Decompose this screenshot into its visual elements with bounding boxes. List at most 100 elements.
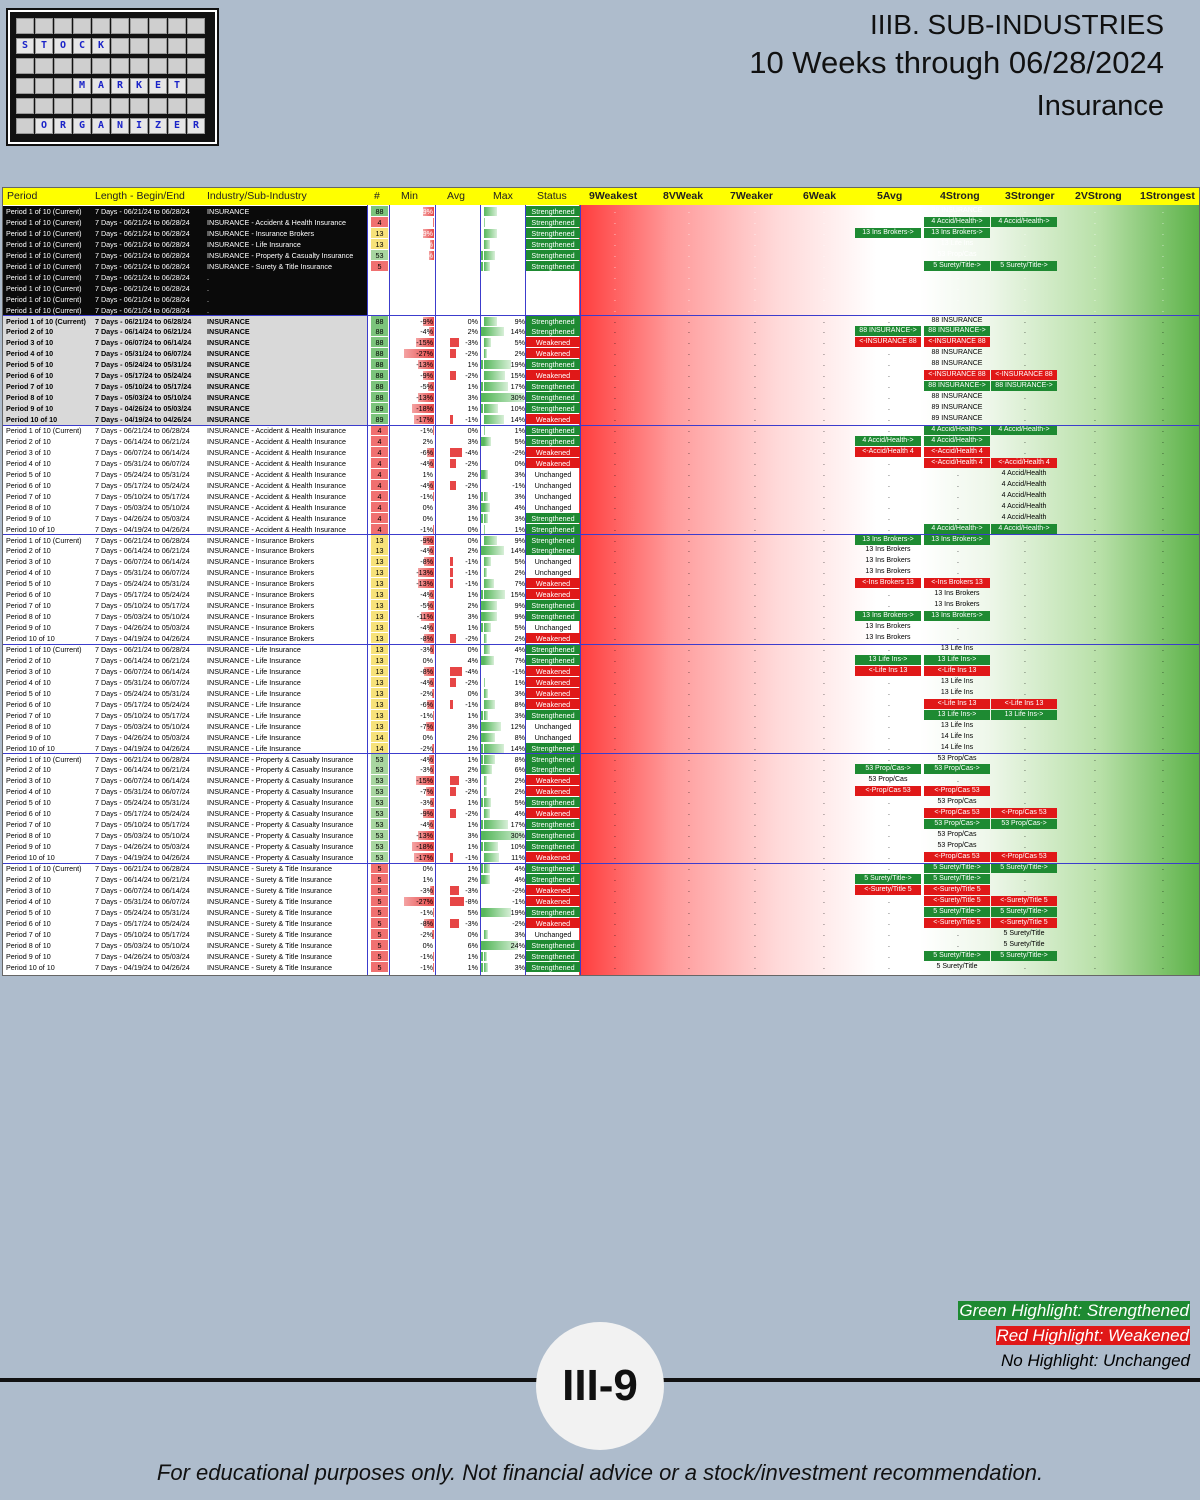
period-cell: Period 1 of 10 (Current) <box>6 426 82 435</box>
industry-cell: . <box>207 305 209 315</box>
logo-tile: T <box>168 78 186 94</box>
avg-value: -1% <box>465 557 478 567</box>
max-bar <box>484 217 486 227</box>
logo-tile <box>149 98 167 114</box>
tier-empty-marker: . <box>888 602 890 610</box>
tier-empty-marker: . <box>1094 383 1096 391</box>
tier-empty-marker: . <box>754 481 756 489</box>
status-badge: Unchanged <box>534 557 572 567</box>
max-value: 9% <box>514 612 525 622</box>
status-badge: Unchanged <box>534 721 572 731</box>
table-row: Period 1 of 10 (Current) 7 Days - 06/21/2… <box>3 863 1199 874</box>
tier-empty-marker: . <box>1094 372 1096 380</box>
tier-empty-marker: . <box>1162 788 1164 796</box>
avg-value: -2% <box>465 349 478 359</box>
tier-chip: 4 Accid/Health-> <box>924 523 990 534</box>
industry-cell: INSURANCE - Insurance Brokers <box>207 612 315 622</box>
min-value: -13% <box>416 831 433 841</box>
avg-bar <box>480 327 486 337</box>
period-cell: Period 4 of 10 <box>6 568 51 578</box>
count-cell: 13 <box>371 644 388 654</box>
max-value: 0% <box>514 458 525 468</box>
length-cell: 7 Days - 05/24/24 to 05/31/24 <box>95 579 190 589</box>
count-cell: 5 <box>371 950 388 961</box>
length-cell: 7 Days - 06/14/24 to 06/21/24 <box>95 546 190 556</box>
max-value: 9% <box>514 601 525 611</box>
row-label-background <box>3 381 367 393</box>
status-badge: Unchanged <box>534 929 572 939</box>
tier-empty-marker: . <box>754 854 756 862</box>
tier-chip: 13 Ins Brokers-> <box>924 534 990 545</box>
tier-empty-marker: . <box>614 667 616 675</box>
max-bar <box>484 404 498 414</box>
max-bar <box>484 239 490 249</box>
tier-empty-marker: . <box>754 908 756 916</box>
tier-empty-marker: . <box>614 875 616 883</box>
table-row: Period 6 of 10 7 Days - 05/17/24 to 05/24… <box>3 589 1199 600</box>
period-cell: Period 1 of 10 (Current) <box>6 217 82 227</box>
status-badge: Strengthened <box>526 873 580 884</box>
tier-chip: 53 Prop/Cas <box>868 776 908 784</box>
min-bar <box>429 623 434 633</box>
tier-empty-marker: . <box>614 481 616 489</box>
max-bar <box>484 940 518 950</box>
tier-empty-marker: . <box>1162 317 1164 325</box>
tier-empty-marker: . <box>754 667 756 675</box>
table-row: Period 9 of 10 7 Days - 04/26/24 to 05/03… <box>3 841 1199 852</box>
tier-empty-marker: . <box>888 240 890 248</box>
avg-bar <box>480 951 483 961</box>
max-value: 2% <box>514 349 525 359</box>
tier-empty-marker: . <box>823 755 825 763</box>
period-cell: Period 5 of 10 <box>6 798 51 808</box>
max-value: 4% <box>514 645 525 654</box>
industry-cell: INSURANCE - Accident & Health Insurance <box>207 480 347 490</box>
tier-empty-marker: . <box>754 777 756 785</box>
max-bar <box>484 261 490 271</box>
tier-empty-marker: . <box>823 470 825 478</box>
min-value: 1% <box>422 469 433 479</box>
avg-bar <box>480 382 483 392</box>
tier-chip: <-Prop/Cas 53 <box>924 786 990 797</box>
tier-chip: 53 Prop/Cas <box>937 842 977 850</box>
avg-bar <box>480 360 483 370</box>
count-cell: 53 <box>371 841 388 852</box>
count-cell: 5 <box>371 863 388 873</box>
min-bar <box>429 546 434 556</box>
min-value: 0% <box>422 502 433 512</box>
period-cell: Period 6 of 10 <box>6 918 51 928</box>
length-cell: 7 Days - 05/24/24 to 05/31/24 <box>95 907 190 917</box>
tier-empty-marker: . <box>688 635 690 643</box>
tier-empty-marker: . <box>688 656 690 664</box>
logo-tile <box>16 78 34 94</box>
tier-empty-marker: . <box>1094 481 1096 489</box>
length-cell: 7 Days - 05/31/24 to 06/07/24 <box>95 349 192 359</box>
section-separator <box>3 753 1199 754</box>
max-value: 11% <box>511 853 525 863</box>
status-badge: Strengthened <box>526 206 580 216</box>
min-bar <box>423 371 434 381</box>
avg-bar <box>450 447 462 457</box>
row-label-background <box>3 348 367 360</box>
tier-empty-marker: . <box>1094 317 1096 325</box>
tier-empty-marker: . <box>823 284 825 292</box>
avg-bar <box>450 349 456 359</box>
max-value: 17% <box>510 382 525 392</box>
tier-empty-marker: . <box>754 427 756 434</box>
tier-empty-marker: . <box>823 580 825 588</box>
max-bar <box>484 426 486 435</box>
industry-cell: INSURANCE - Property & Casualty Insuranc… <box>207 820 354 830</box>
tier-empty-marker: . <box>1024 624 1026 632</box>
tier-empty-marker: . <box>688 547 690 555</box>
max-bar <box>484 568 487 578</box>
tier-empty-marker: . <box>1024 317 1026 325</box>
period-cell: Period 1 of 10 (Current) <box>6 864 82 873</box>
tier-empty-marker: . <box>688 339 690 347</box>
tier-empty-marker: . <box>614 908 616 916</box>
min-value: 0% <box>422 655 433 665</box>
min-bar <box>413 415 434 425</box>
max-value: 5% <box>514 338 525 348</box>
status-badge: Weakened <box>526 895 580 906</box>
max-value: 15% <box>510 371 525 381</box>
